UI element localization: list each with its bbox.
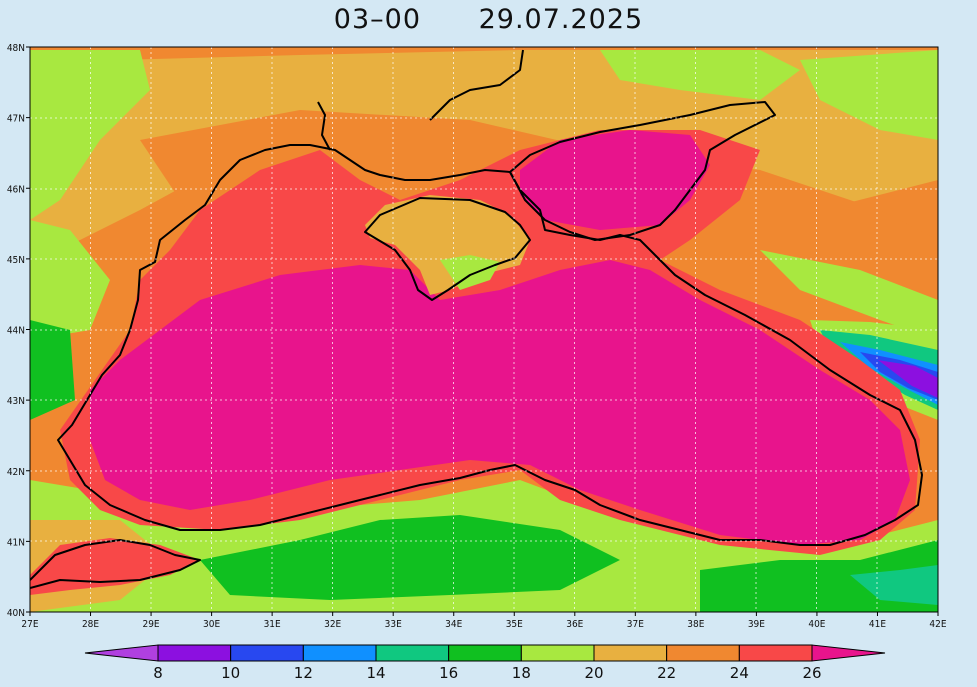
land-cool-north (600, 50, 800, 100)
colorbar-label: 14 (366, 664, 385, 682)
colorbar-label: 8 (153, 664, 163, 682)
colorbar-swatch (666, 644, 740, 662)
lat-tick-label: 44N (7, 326, 25, 337)
lat-tick-label: 40N (7, 608, 25, 619)
lon-tick-label: 42E (929, 619, 946, 630)
lat-tick-label: 46N (7, 184, 25, 195)
lat-tick-label: 43N (7, 396, 25, 407)
azov-coast (509, 101, 776, 241)
colorbar-swatch (230, 644, 304, 662)
land-cold-west (30, 320, 75, 420)
black-sea-coast (57, 144, 923, 546)
lon-tick-label: 40E (808, 619, 825, 630)
land-cool-ne (800, 50, 938, 140)
graticule (30, 47, 938, 612)
map-title: 03–00 29.07.2025 (0, 4, 977, 35)
colorbar-swatch (302, 644, 377, 662)
land-teal-se (850, 565, 938, 605)
colorbar-label: 12 (294, 664, 313, 682)
colorbar-label: 24 (730, 664, 749, 682)
lon-tick-label: 27E (21, 619, 38, 630)
lon-tick-label: 32E (324, 619, 341, 630)
lon-tick-label: 34E (445, 619, 462, 630)
lon-tick-label: 31E (264, 619, 281, 630)
crimea-coast (364, 197, 531, 301)
colorbar-label: 16 (439, 664, 458, 682)
colorbar-high-arrow (811, 644, 886, 662)
latitude-axis: 40N 41N 42N 43N 44N 45N 46N 47N 48N (7, 43, 30, 619)
dnieper-estuary (429, 49, 524, 121)
colorbar-swatch (375, 644, 450, 662)
lat-tick-label: 47N (7, 114, 25, 125)
colorbar-low-arrow (84, 644, 159, 662)
lon-tick-label: 41E (869, 619, 886, 630)
sea-of-azov (520, 130, 710, 230)
land-cool-west (30, 220, 110, 340)
colorbar-label: 10 (221, 664, 240, 682)
colorbar-swatch (738, 644, 813, 662)
colorbar-swatch (157, 644, 232, 662)
bug-estuary (317, 101, 331, 151)
caucasus-violet (878, 360, 938, 398)
lat-tick-label: 48N (7, 43, 25, 54)
colorbar: 8 10 12 14 16 18 20 22 24 26 (84, 644, 886, 682)
lat-tick-label: 42N (7, 467, 25, 478)
lat-tick-label: 45N (7, 255, 25, 266)
longitude-axis: 27E 28E 29E 30E 31E 32E 33E 34E 35E 36E 37E 38E 39E 4… (21, 612, 947, 630)
sea-hot-core (90, 260, 910, 545)
lon-tick-label: 36E (566, 619, 583, 630)
colorbar-label: 18 (512, 664, 531, 682)
colorbar-swatch (448, 644, 522, 662)
colorbar-label: 20 (584, 664, 603, 682)
colorbar-label: 22 (657, 664, 676, 682)
map-plot-area (30, 47, 938, 612)
land-cold-anatolia (200, 515, 620, 600)
colorbar-swatch (520, 644, 595, 662)
lat-tick-label: 41N (7, 537, 25, 548)
lon-tick-label: 30E (203, 619, 220, 630)
colorbar-label: 26 (802, 664, 821, 682)
lon-tick-label: 37E (627, 619, 644, 630)
lon-tick-label: 35E (506, 619, 523, 630)
colorbar-swatch (593, 644, 668, 662)
land-cool-nw (30, 50, 150, 220)
title-time: 03–00 (333, 4, 422, 35)
crimea-mountains (440, 255, 500, 290)
lon-tick-label: 33E (385, 619, 402, 630)
land-cool-east (760, 250, 938, 340)
lon-tick-label: 28E (82, 619, 99, 630)
title-date: 29.07.2025 (478, 4, 644, 35)
coastline (30, 49, 923, 589)
lon-tick-label: 38E (687, 619, 704, 630)
lon-tick-label: 39E (748, 619, 765, 630)
marmara-coast (30, 539, 201, 589)
lon-tick-label: 29E (142, 619, 159, 630)
